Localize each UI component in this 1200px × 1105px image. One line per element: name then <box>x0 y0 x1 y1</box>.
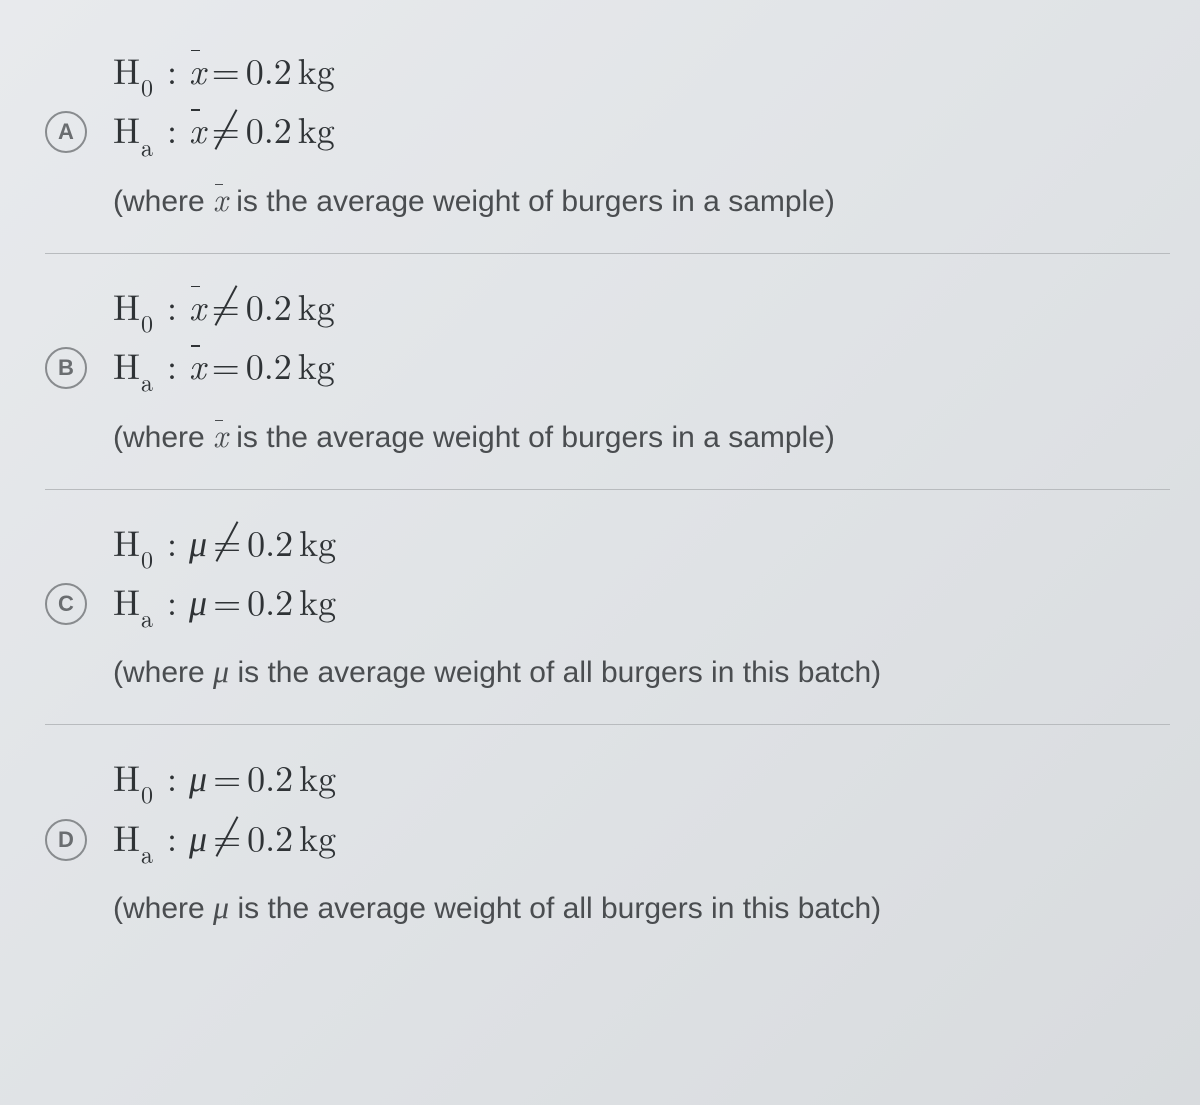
option-c[interactable]: C H0 : μ=0.2kg Ha : μ=0.2kg (where μ is … <box>45 490 1170 726</box>
option-content-a: H0 : x=0.2kg Ha : x=0.2kg (where x is th… <box>113 42 1170 223</box>
ha-line-c: Ha : μ=0.2kg <box>113 573 1170 632</box>
h0-unit-d: kg <box>299 751 336 802</box>
desc-suffix-b: is the average weight of burgers in a sa… <box>228 421 835 454</box>
desc-d: (where μ is the average weight of all bu… <box>113 884 1170 930</box>
h0-value-c: 0.2 <box>247 516 293 567</box>
ha-line-d: Ha : μ=0.2kg <box>113 809 1170 868</box>
option-a[interactable]: A H0 : x=0.2kg Ha : x=0.2kg (where x is … <box>45 18 1170 254</box>
h0-value-b: 0.2 <box>246 280 292 331</box>
h0-line-b: H0 : x=0.2kg <box>113 278 1170 337</box>
option-d[interactable]: D H0 : μ=0.2kg Ha : μ=0.2kg (where μ is … <box>45 725 1170 960</box>
h0-unit-c: kg <box>299 516 336 567</box>
h0-unit-a: kg <box>298 44 335 95</box>
option-content-d: H0 : μ=0.2kg Ha : μ=0.2kg (where μ is th… <box>113 749 1170 930</box>
h0-unit-b: kg <box>298 280 335 331</box>
option-content-c: H0 : μ=0.2kg Ha : μ=0.2kg (where μ is th… <box>113 514 1170 695</box>
h0-value-d: 0.2 <box>247 751 293 802</box>
ha-line-b: Ha : x=0.2kg <box>113 337 1170 396</box>
h0-line-d: H0 : μ=0.2kg <box>113 749 1170 808</box>
ha-value-d: 0.2 <box>247 811 293 862</box>
desc-prefix-c: (where <box>113 656 213 689</box>
option-content-b: H0 : x=0.2kg Ha : x=0.2kg (where x is th… <box>113 278 1170 459</box>
ha-unit-d: kg <box>299 811 336 862</box>
ha-value-b: 0.2 <box>246 339 292 390</box>
desc-prefix-b: (where <box>113 421 213 454</box>
option-badge-b: B <box>45 347 87 389</box>
ha-unit-a: kg <box>298 103 335 154</box>
ha-value-a: 0.2 <box>246 103 292 154</box>
ha-line-a: Ha : x=0.2kg <box>113 101 1170 160</box>
desc-a: (where x is the average weight of burger… <box>113 177 1170 223</box>
option-badge-d: D <box>45 819 87 861</box>
h0-line-a: H0 : x=0.2kg <box>113 42 1170 101</box>
desc-suffix-c: is the average weight of all burgers in … <box>229 656 881 689</box>
option-badge-a: A <box>45 111 87 153</box>
desc-suffix-a: is the average weight of burgers in a sa… <box>228 185 835 218</box>
h0-line-c: H0 : μ=0.2kg <box>113 514 1170 573</box>
h0-value-a: 0.2 <box>246 44 292 95</box>
ha-unit-c: kg <box>299 575 336 626</box>
desc-b: (where x is the average weight of burger… <box>113 413 1170 459</box>
desc-suffix-d: is the average weight of all burgers in … <box>229 892 881 925</box>
option-badge-c: C <box>45 583 87 625</box>
desc-prefix-a: (where <box>113 185 213 218</box>
ha-unit-b: kg <box>298 339 335 390</box>
desc-prefix-d: (where <box>113 892 213 925</box>
option-b[interactable]: B H0 : x=0.2kg Ha : x=0.2kg (where x is … <box>45 254 1170 490</box>
desc-c: (where μ is the average weight of all bu… <box>113 648 1170 694</box>
options-list: A H0 : x=0.2kg Ha : x=0.2kg (where x is … <box>0 0 1200 960</box>
ha-value-c: 0.2 <box>247 575 293 626</box>
